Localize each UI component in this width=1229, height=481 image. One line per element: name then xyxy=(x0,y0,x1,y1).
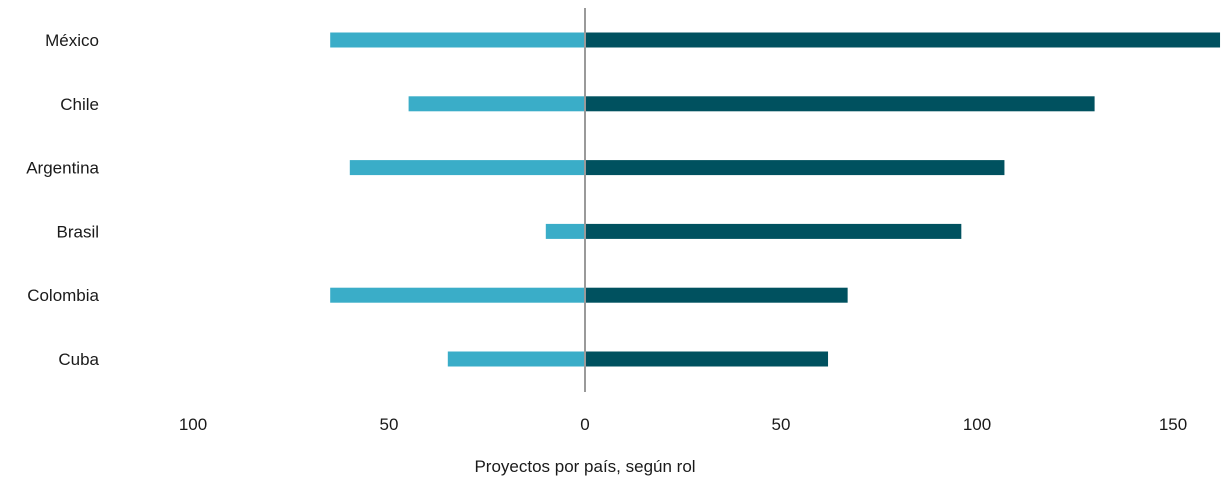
category-label-chile: Chile xyxy=(60,95,99,114)
bar-brasil-right xyxy=(585,223,962,239)
category-label-cuba: Cuba xyxy=(58,350,99,369)
bar-brasil-left xyxy=(545,223,585,239)
bar-chile-right xyxy=(585,96,1095,112)
x-tick-label: 100 xyxy=(963,415,991,434)
category-labels: México Chile Argentina Brasil Colombia Cuba xyxy=(26,31,99,369)
category-label-colombia: Colombia xyxy=(27,286,99,305)
x-tick-label: 50 xyxy=(380,415,399,434)
x-tick-label: 50 xyxy=(772,415,791,434)
bar-cuba-right xyxy=(585,351,829,367)
bar-argentina-right xyxy=(585,160,1005,176)
x-tick-label: 0 xyxy=(580,415,589,434)
category-label-mexico: México xyxy=(45,31,99,50)
bars-group xyxy=(330,32,1221,367)
x-axis-title: Proyectos por país, según rol xyxy=(474,457,695,476)
bar-chile-left xyxy=(408,96,585,112)
x-tick-label: 100 xyxy=(179,415,207,434)
bar-argentina-left xyxy=(349,160,585,176)
bar-cuba-left xyxy=(447,351,585,367)
bar-colombia-left xyxy=(330,287,585,303)
category-label-argentina: Argentina xyxy=(26,159,99,178)
bar-colombia-right xyxy=(585,287,848,303)
x-tick-labels: 100 50 0 50 100 150 xyxy=(179,415,1187,434)
x-tick-label: 150 xyxy=(1159,415,1187,434)
bar-mexico-right xyxy=(585,32,1221,48)
bar-mexico-left xyxy=(330,32,585,48)
category-label-brasil: Brasil xyxy=(56,222,99,241)
